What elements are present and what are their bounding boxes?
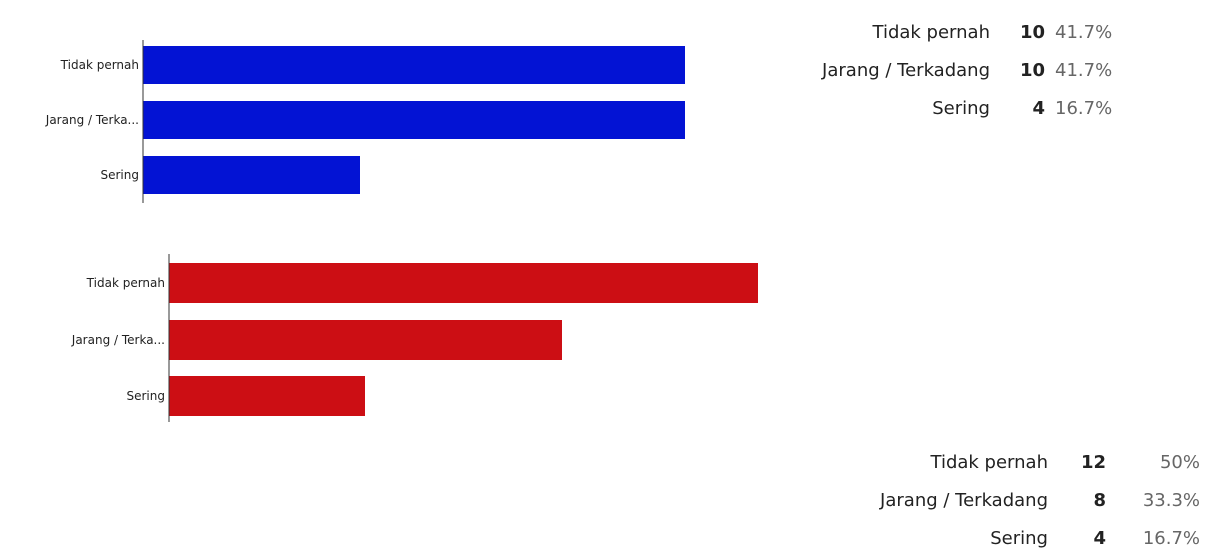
bar-2 <box>169 320 562 360</box>
summary-percent: 16.7% <box>1055 97 1113 119</box>
summary-row: Jarang / Terkadang 10 41.7% <box>800 51 1147 89</box>
summary-label: Jarang / Terkadang <box>822 59 990 81</box>
bar-1 <box>169 263 758 303</box>
summary-count: 8 <box>1093 489 1106 511</box>
category-label: Sering <box>127 389 166 403</box>
category-label: Jarang / Terka... <box>45 113 139 127</box>
summary-label: Tidak pernah <box>930 451 1048 473</box>
bar-2 <box>143 101 685 139</box>
summary-row: Sering 4 16.7% <box>800 89 1147 127</box>
summary-percent: 33.3% <box>1142 489 1200 511</box>
summary-label: Sering <box>990 527 1048 549</box>
bar-3 <box>143 156 360 194</box>
summary-row: Jarang / Terkadang 8 33.3% <box>850 481 1200 519</box>
category-label: Tidak pernah <box>86 276 165 290</box>
bar-1 <box>143 46 685 84</box>
bar-3 <box>169 376 365 416</box>
summary-table-2: Tidak pernah 12 50% Jarang / Terkadang 8… <box>850 443 1200 557</box>
summary-count: 10 <box>1019 21 1045 43</box>
summary-percent: 41.7% <box>1055 21 1113 43</box>
summary-table-1: Tidak pernah 10 41.7% Jarang / Terkadang… <box>800 13 1147 127</box>
chart-panel-1: Tidak pernah Jarang / Terka... Sering Tida… <box>0 0 1224 212</box>
summary-percent: 50% <box>1159 451 1200 473</box>
bar-chart-1: Tidak pernah Jarang / Terka... Sering <box>45 40 685 203</box>
summary-count: 4 <box>1032 97 1045 119</box>
summary-count: 12 <box>1080 451 1106 473</box>
summary-label: Sering <box>932 97 990 119</box>
summary-label: Jarang / Terkadang <box>880 489 1048 511</box>
summary-percent: 41.7% <box>1055 59 1113 81</box>
summary-row: Tidak pernah 10 41.7% <box>800 13 1147 51</box>
summary-label: Tidak pernah <box>872 21 990 43</box>
summary-row: Tidak pernah 12 50% <box>850 443 1200 481</box>
summary-row: Sering 4 16.7% <box>850 519 1200 557</box>
category-label: Jarang / Terka... <box>71 333 165 347</box>
bar-chart-2: Tidak pernah Jarang / Terka... Sering <box>71 254 758 422</box>
category-label: Tidak pernah <box>60 58 139 72</box>
summary-count: 4 <box>1093 527 1106 549</box>
category-label: Sering <box>101 168 140 182</box>
summary-count: 10 <box>1019 59 1045 81</box>
summary-percent: 16.7% <box>1142 527 1200 549</box>
chart-panel-2: Tidak pernah Jarang / Terka... Sering Tida… <box>0 212 1224 549</box>
